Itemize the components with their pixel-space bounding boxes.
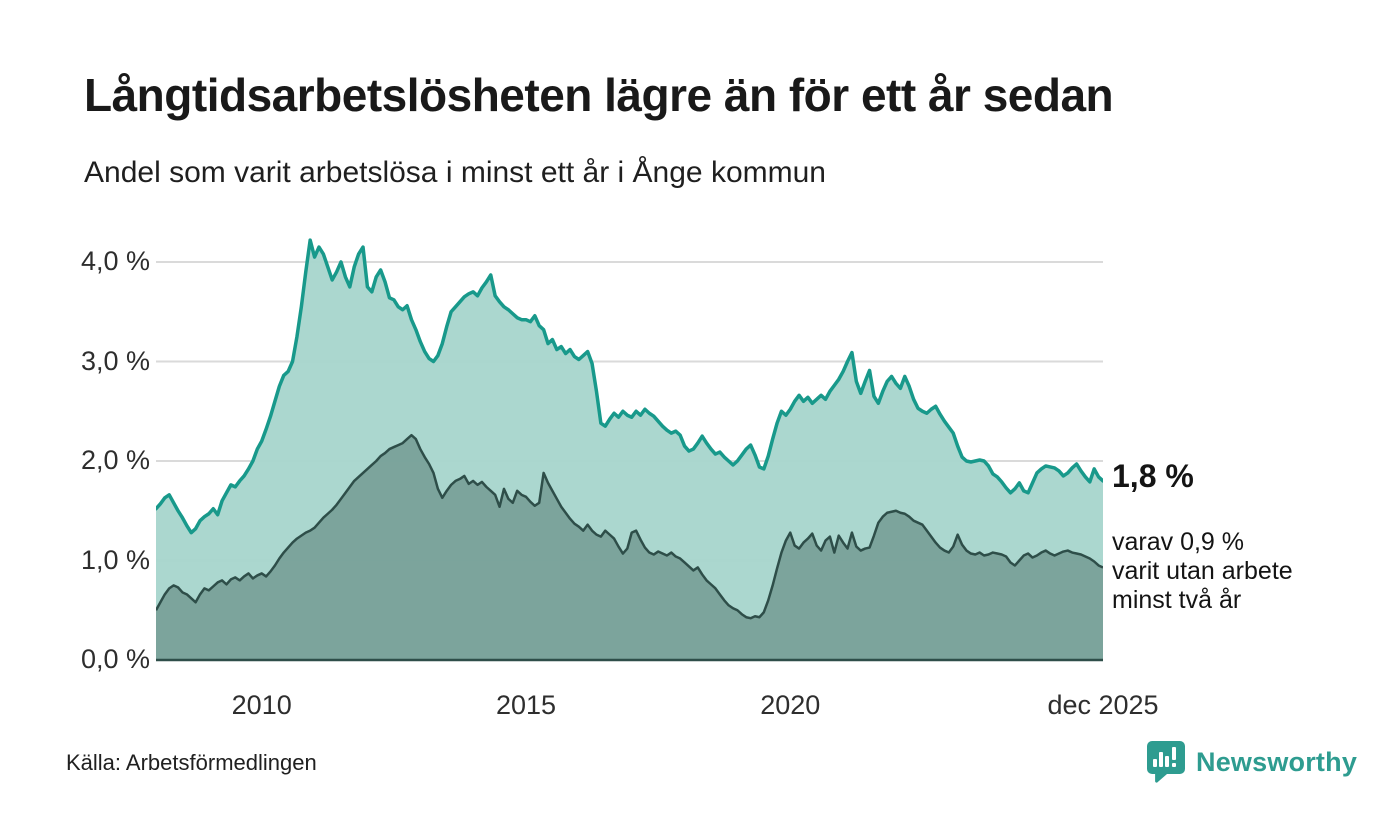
newsworthy-logo-text: Newsworthy — [1196, 746, 1358, 777]
x-tick-label: 2015 — [495, 690, 557, 720]
y-tick-label: 1,0 % — [80, 544, 150, 575]
page-title: Långtidsarbetslösheten lägre än för ett … — [84, 69, 1114, 121]
latest-value-label: 1,8 % — [1112, 458, 1194, 494]
y-tick-label: 4,0 % — [80, 246, 150, 276]
secondary-annotation-line: varav 0,9 % — [1112, 528, 1245, 556]
x-tick-label: 2020 — [760, 690, 821, 720]
y-tick-label: 3,0 % — [80, 345, 150, 376]
y-tick-label: 2,0 % — [80, 445, 150, 475]
secondary-annotation-line: varit utan arbete — [1112, 557, 1293, 585]
secondary-annotation-line: minst två år — [1112, 586, 1242, 614]
bar-chart-speech-bubble-icon — [1146, 740, 1186, 784]
plot-area — [154, 230, 1105, 666]
x-tick-label: dec 2025 — [1047, 690, 1159, 720]
line-unemployed-one-year — [154, 238, 1105, 535]
newsworthy-branding: Newsworthy — [1146, 740, 1357, 784]
area-unemployed-two-years — [156, 435, 1103, 660]
secondary-annotation: varav 0,9 % varit utan arbete minst två … — [1112, 528, 1293, 615]
page-subtitle: Andel som varit arbetslösa i minst ett å… — [84, 156, 826, 189]
chart-canvas — [154, 238, 1105, 662]
x-tick-label: 2010 — [231, 690, 292, 720]
line-unemployed-two-years — [154, 433, 1104, 620]
source-note: Källa: Arbetsförmedlingen — [66, 750, 317, 775]
y-tick-label: 0,0 % — [80, 644, 150, 674]
